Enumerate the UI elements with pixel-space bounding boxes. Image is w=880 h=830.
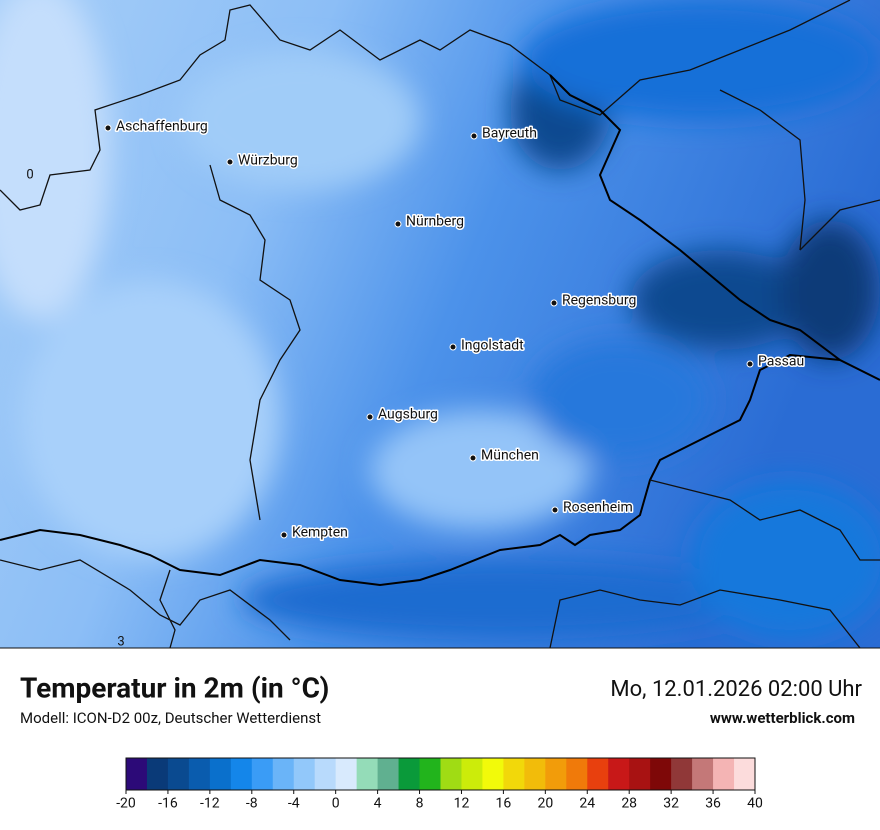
colorbar-swatch [335,758,358,790]
colorbar-tick-label: -8 [246,796,258,812]
city-dot [226,158,234,166]
colorbar-swatch [272,758,295,790]
map-edge-label: 3 [117,634,124,649]
city-dot [280,531,288,539]
colorbar-swatch [419,758,441,790]
colorbar-swatch [629,758,651,790]
colorbar-tick-label: 36 [705,796,721,812]
colorbar-frame [125,757,756,791]
colorbar-swatch [126,758,148,790]
colorbar-swatch [293,758,316,790]
colorbar-tick-label: 20 [537,796,553,812]
colorbar-swatch [671,758,693,790]
colorbar-tick-label: -12 [200,796,220,812]
colorbar-swatch [503,758,525,790]
colorbar-swatch [650,758,672,790]
city-label: Passau [758,354,804,370]
colorbar-swatch [608,758,630,790]
colorbar-swatch [398,758,421,790]
colorbar-swatch [188,758,211,790]
title: Temperatur in 2m (in °C) [20,671,329,704]
colorbar-swatch [545,758,567,790]
colorbar-swatch [692,758,714,790]
city-label: Ingolstadt [461,338,524,354]
datetime: Mo, 12.01.2026 02:00 Uhr [610,677,862,702]
colorbar-swatch [251,758,274,790]
city-label: Aschaffenburg [116,119,208,135]
colorbar-swatch [524,758,546,790]
subtitle: Modell: ICON-D2 00z, Deutscher Wetterdie… [20,709,321,727]
website: www.wetterblick.com [710,709,855,727]
city-label: Nürnberg [406,214,464,230]
colorbar-swatch [461,758,483,790]
city-label: Regensburg [562,293,636,309]
city-dot [551,506,559,514]
colorbar-tick-label: 16 [496,796,512,812]
colorbar-swatch [146,758,169,790]
city-label: Bayreuth [482,126,537,142]
colorbar-tick-label: 28 [621,796,637,812]
colorbar-tick-label: 40 [747,796,763,812]
colorbar-swatch [230,758,253,790]
colorbar-tick-label: -4 [288,796,300,812]
colorbar-swatch [356,758,379,790]
city-dot [469,454,477,462]
colorbar-swatch [314,758,337,790]
city-dot [449,343,457,351]
city-dot [394,220,402,228]
colorbar-swatch [482,758,504,790]
city-label: Kempten [292,525,348,541]
city-dot [470,132,478,140]
colorbar-tick-label: 8 [416,796,424,812]
colorbar-tick-label: 32 [663,796,679,812]
colorbar-tick-label: -16 [158,796,178,812]
city-label: Würzburg [238,153,298,169]
city-label: Augsburg [378,407,438,423]
colorbar-swatch [587,758,609,790]
colorbar-swatch [713,758,735,790]
colorbar-tick-label: 24 [579,796,595,812]
colorbar-tick-label: 12 [454,796,470,812]
colorbar: -20 -16 -12 -8 -4 0 4 8 12 16 20 24 28 32 36 40 [116,757,763,812]
city-markers: Aschaffenburg Würzburg Bayreuth Nürnberg… [104,117,806,542]
map-edge-label: 0 [26,167,33,182]
city-dot [550,299,558,307]
colorbar-swatch [734,758,756,790]
colorbar-swatch [440,758,462,790]
colorbar-tick-label: 4 [374,796,382,812]
colorbar-swatch [566,758,588,790]
city-dot [366,413,374,421]
colorbar-swatch [209,758,232,790]
colorbar-tick-label: -20 [116,796,136,812]
city-label: Rosenheim [563,500,633,516]
city-dot [746,360,754,368]
city-label: München [481,448,539,464]
colorbar-swatch [167,758,190,790]
colorbar-tick-label: 0 [332,796,340,812]
temperature-field [0,0,880,648]
city-dot [104,124,112,132]
colorbar-swatch [377,758,400,790]
